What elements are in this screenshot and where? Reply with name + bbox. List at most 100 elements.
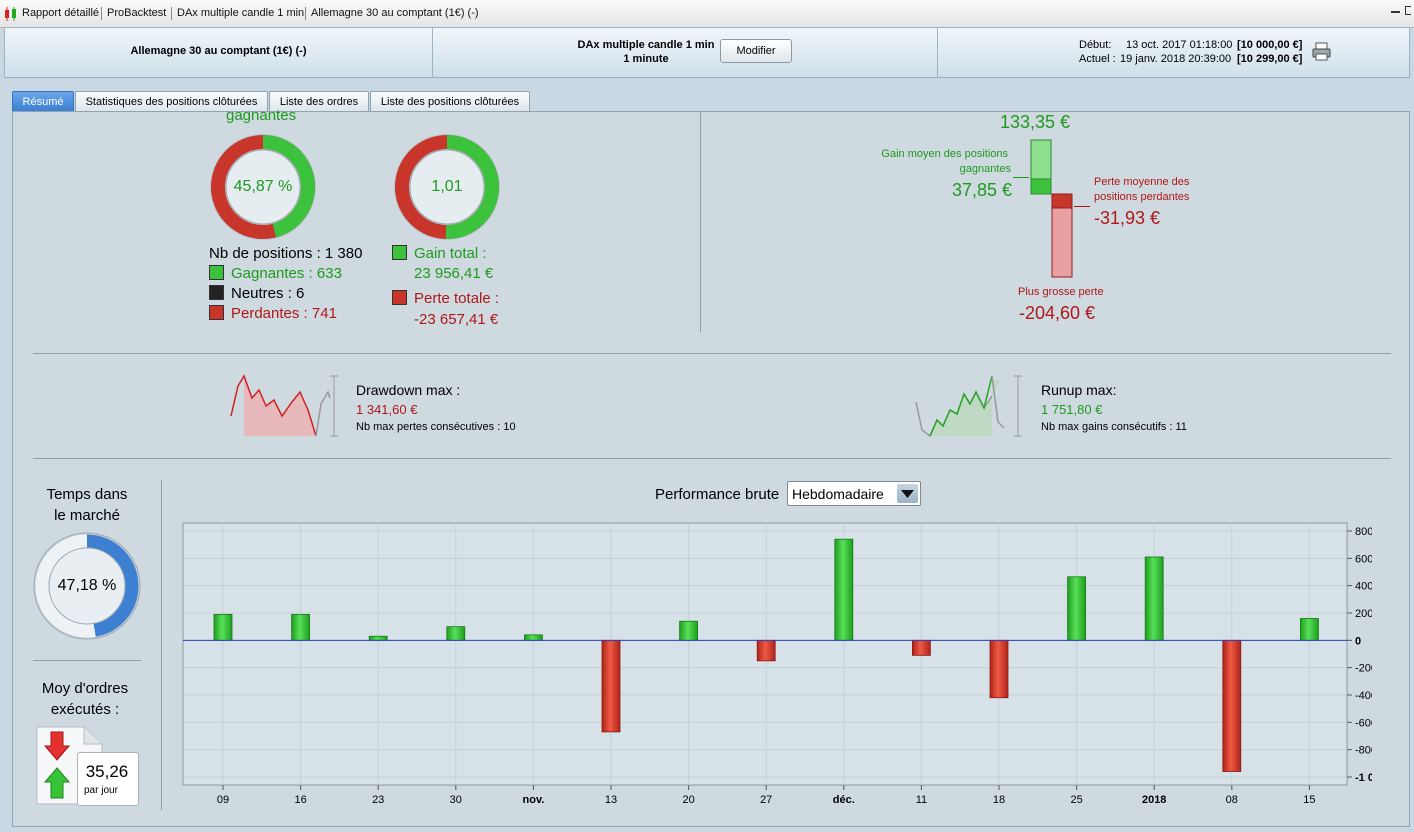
positions-count: Nb de positions : 1 380 xyxy=(209,245,363,262)
timeframe: 1 minute xyxy=(623,53,669,65)
loss-total-label: Perte totale : xyxy=(414,290,500,307)
tab-closed-stats[interactable]: Statistiques des positions clôturées xyxy=(75,91,268,111)
bar xyxy=(756,639,776,662)
start-label: Début: xyxy=(1079,39,1112,51)
x-tick-label: 27 xyxy=(760,794,772,806)
x-tick-label: 15 xyxy=(1303,794,1315,806)
x-tick-label: 09 xyxy=(217,794,229,806)
runup-consecutive: Nb max gains consécutifs : 11 xyxy=(1041,421,1187,433)
system-name: DAx multiple candle 1 min xyxy=(577,39,715,51)
gain-ratio-value: 1,01 xyxy=(431,178,463,195)
tab-summary[interactable]: Résumé xyxy=(12,91,74,111)
y-tick-label: -200 xyxy=(1355,663,1372,675)
x-tick-label: 25 xyxy=(1070,794,1082,806)
bar xyxy=(446,626,466,641)
avg-gain-value: 37,85 € xyxy=(951,180,1012,200)
section-divider xyxy=(161,480,162,810)
x-tick-label: 2018 xyxy=(1142,794,1166,806)
runup-sparkline xyxy=(915,375,1022,438)
section-divider xyxy=(33,458,1391,459)
orders-title-2: exécutés : xyxy=(50,701,120,718)
candlestick-icon xyxy=(5,7,16,21)
y-tick-label: 600 xyxy=(1355,553,1372,565)
x-tick-label: 18 xyxy=(993,794,1005,806)
chevron-down-icon xyxy=(901,490,914,498)
x-tick-label: 20 xyxy=(682,794,694,806)
drawdown-sparkline xyxy=(230,374,338,437)
bar xyxy=(1067,576,1086,641)
neutral-count: Neutres : 6 xyxy=(231,285,305,302)
minimize-icon[interactable] xyxy=(1391,11,1400,13)
losers-count: Perdantes : 741 xyxy=(231,305,337,322)
tab-orders-list[interactable]: Liste des ordres xyxy=(269,91,369,111)
runup-label: Runup max: xyxy=(1041,382,1117,398)
current-date: 19 janv. 2018 20:39:00 xyxy=(1120,53,1232,65)
print-icon[interactable] xyxy=(1312,42,1332,62)
market-time-title-1: Temps dans xyxy=(46,486,128,503)
orders-value-box xyxy=(77,752,139,806)
y-tick-label: 0 xyxy=(1355,635,1361,647)
modify-button[interactable]: Modifier xyxy=(720,39,792,63)
title-separator xyxy=(305,7,306,20)
winners-chart-title: gagnantes xyxy=(226,107,297,124)
current-capital: [10 299,00 €] xyxy=(1237,53,1303,65)
period-select-value: Hebdomadaire xyxy=(792,486,884,502)
max-loss-label: Plus grosse perte xyxy=(1018,286,1104,298)
avg-gain-arrow xyxy=(1013,177,1029,178)
section-divider xyxy=(33,660,141,661)
orders-unit: par jour xyxy=(84,785,118,796)
x-tick-label: déc. xyxy=(833,794,855,806)
bar xyxy=(1222,639,1242,772)
x-tick-label: 16 xyxy=(294,794,306,806)
bar xyxy=(989,639,1009,699)
performance-title: Performance brute xyxy=(655,486,780,503)
start-date: 13 oct. 2017 01:18:00 xyxy=(1126,39,1233,51)
bar xyxy=(834,538,854,641)
avg-gain-label-1: Gain moyen des positions xyxy=(881,148,1008,160)
avg-loss-label-1: Perte moyenne des xyxy=(1094,176,1190,188)
performance-bar-chart: 09 16 23 30 nov. 13 20 27 déc. 11 18 25 2018 08 15 800… xyxy=(182,522,1372,806)
avg-gain-label-2: gagnantes xyxy=(959,163,1011,175)
drawdown-label: Drawdown max : xyxy=(356,382,461,398)
gain-total-label: Gain total : xyxy=(414,245,487,262)
winners-count: Gagnantes : 633 xyxy=(231,265,342,282)
bar xyxy=(523,634,543,641)
maximize-icon[interactable] xyxy=(1405,6,1411,15)
gain-total-value: 23 956,41 € xyxy=(414,265,494,282)
bar xyxy=(291,613,310,641)
losers-swatch xyxy=(209,305,224,320)
winning-ratio-donut xyxy=(210,134,316,240)
x-tick-label: 30 xyxy=(450,794,462,806)
header-divider xyxy=(937,28,938,77)
y-tick-label: 800 xyxy=(1355,526,1372,538)
titlebar-system: DAx multiple candle 1 min xyxy=(177,7,305,19)
x-tick-label: 08 xyxy=(1226,794,1238,806)
avg-loss-arrow xyxy=(1074,206,1090,207)
gain-ratio-donut xyxy=(394,134,500,240)
runup-value: 1 751,80 € xyxy=(1041,402,1103,417)
titlebar-instrument: Allemagne 30 au comptant (1€) (-) xyxy=(311,7,479,19)
report-header: Allemagne 30 au comptant (1€) (-) DAx mu… xyxy=(4,27,1410,78)
y-tick-label: -400 xyxy=(1355,690,1372,702)
loss-total-value: -23 657,41 € xyxy=(414,311,499,328)
section-divider xyxy=(700,111,701,332)
header-system-cell: DAx multiple candle 1 min 1 minute Modif… xyxy=(433,28,937,77)
tab-closed-positions[interactable]: Liste des positions clôturées xyxy=(370,91,530,111)
title-separator xyxy=(101,7,102,20)
bar xyxy=(1300,618,1319,641)
title-bar: Rapport détaillé ProBacktest DAx multipl… xyxy=(0,0,1414,28)
header-dates-cell: Début: 13 oct. 2017 01:18:00 [10 000,00 … xyxy=(938,28,1409,77)
start-capital: [10 000,00 €] xyxy=(1237,39,1303,51)
drawdown-value: 1 341,60 € xyxy=(356,402,418,417)
loss-total-swatch xyxy=(392,290,407,305)
gain-loss-diagram xyxy=(1030,139,1073,278)
avg-loss-label-2: positions perdantes xyxy=(1094,191,1190,203)
section-divider xyxy=(33,353,1391,354)
y-tick-label: 400 xyxy=(1355,581,1372,593)
orders-title-1: Moy d'ordres xyxy=(41,680,129,697)
bar xyxy=(368,635,388,641)
titlebar-probacktest: ProBacktest xyxy=(107,7,167,19)
period-select[interactable]: Hebdomadaire xyxy=(787,481,921,506)
header-instrument-cell: Allemagne 30 au comptant (1€) (-) xyxy=(5,28,432,77)
market-time-title-2: le marché xyxy=(54,507,120,524)
